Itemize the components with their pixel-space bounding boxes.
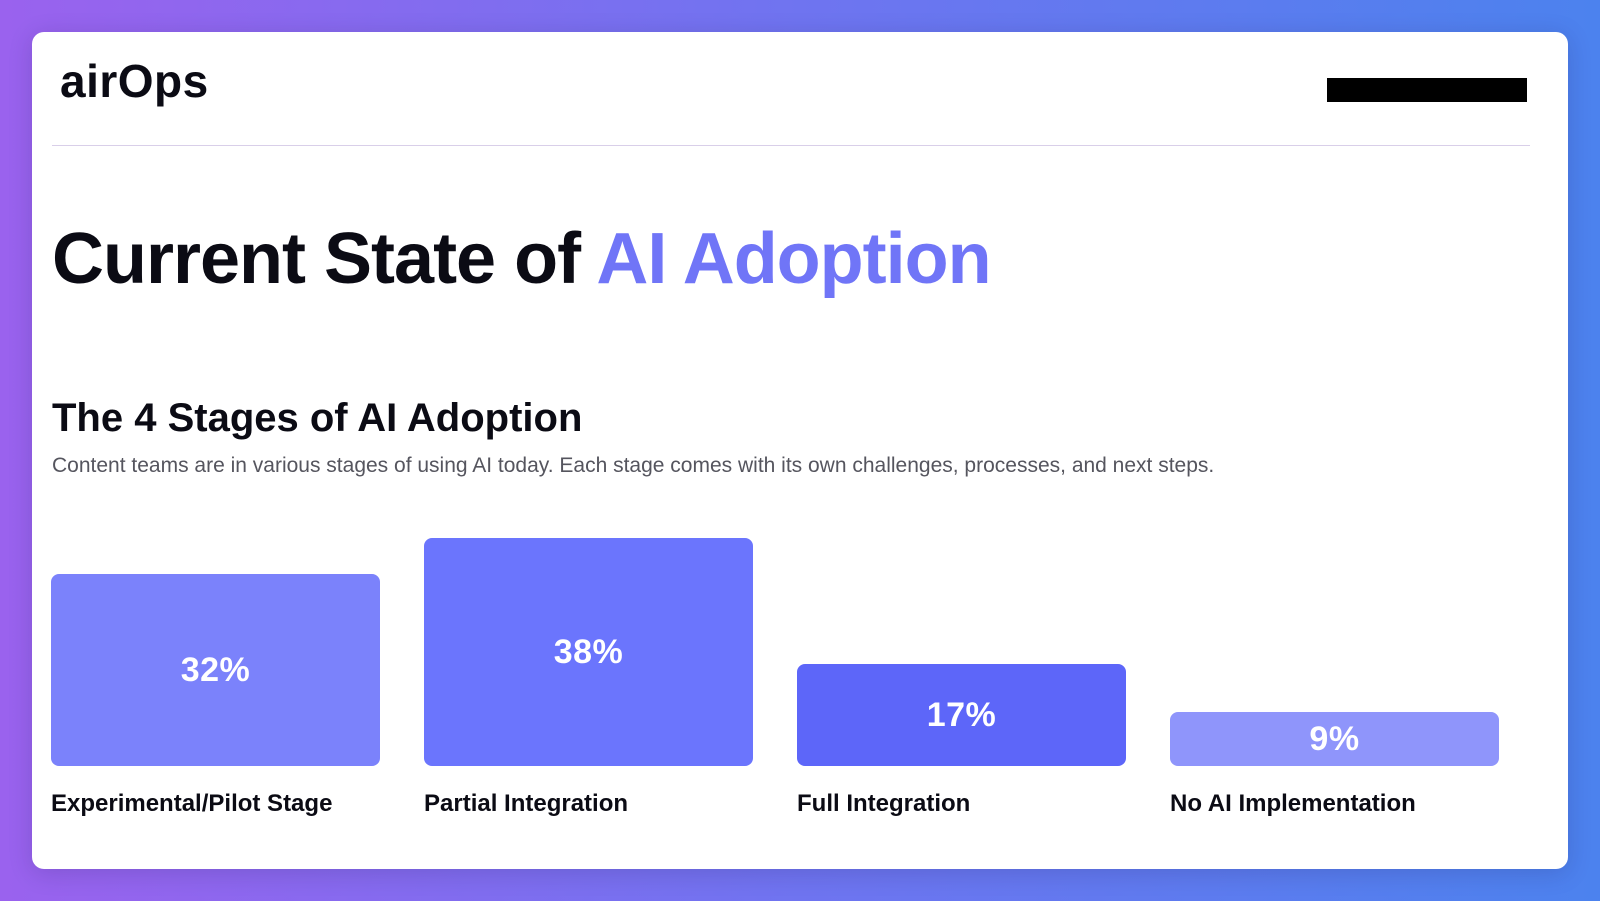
- bar-2: 38%: [424, 538, 753, 766]
- bar-value-label: 38%: [553, 632, 624, 671]
- bar-value-label: 17%: [926, 695, 997, 734]
- bar-1: 32%: [51, 574, 380, 766]
- page-title-accent: AI Adoption: [596, 219, 991, 299]
- redacted-bar: [1327, 78, 1527, 102]
- category-label: No AI Implementation: [1170, 790, 1416, 817]
- bar-4: 9%: [1170, 712, 1499, 766]
- section-title: The 4 Stages of AI Adoption: [52, 396, 583, 440]
- airops-logo: airOps: [60, 55, 209, 107]
- page-title: Current State of AI Adoption: [52, 216, 992, 302]
- content-card: airOps Current State of AI Adoption The …: [32, 32, 1568, 869]
- bar-value-label: 9%: [1309, 719, 1360, 758]
- bar-value-label: 32%: [180, 650, 251, 689]
- bar-3: 17%: [797, 664, 1126, 766]
- header-divider: [52, 145, 1530, 146]
- category-label: Full Integration: [797, 790, 971, 817]
- page-title-main: Current State of: [52, 219, 597, 299]
- section-subtitle: Content teams are in various stages of u…: [52, 454, 1215, 477]
- adoption-bar-chart: 32% Experimental/Pilot Stage 38% Partial In…: [32, 32, 1568, 869]
- category-label: Partial Integration: [424, 790, 629, 817]
- category-label: Experimental/Pilot Stage: [51, 790, 333, 817]
